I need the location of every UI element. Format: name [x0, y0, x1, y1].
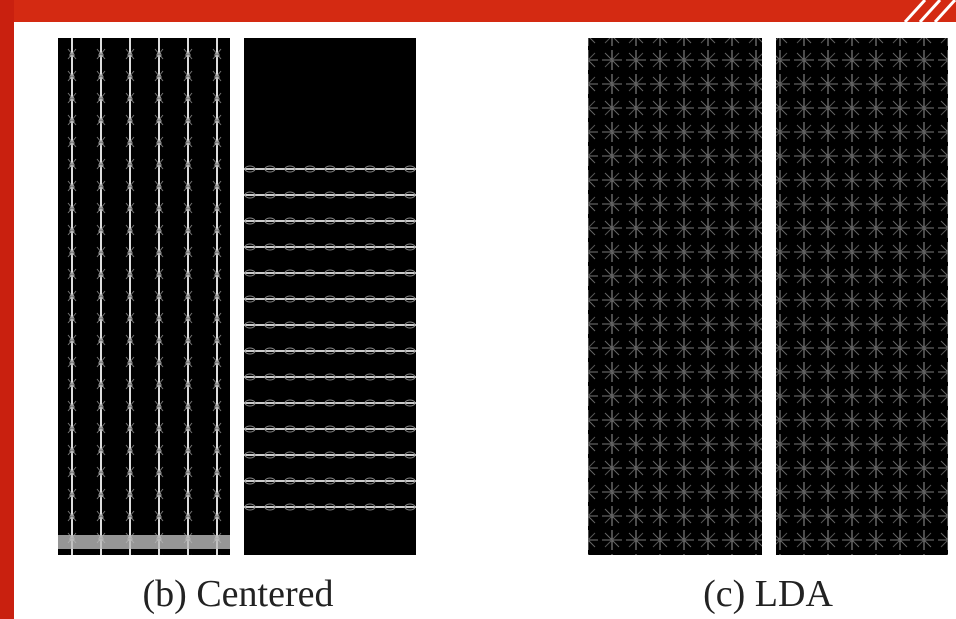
- page: (b) Centered (c) LDA (() => { const data…: [0, 0, 956, 619]
- hog-lda-negative: [776, 38, 948, 555]
- caption: (c) LDA: [588, 572, 948, 616]
- hog-bottom-band: [58, 535, 230, 549]
- hog-lda-positive: [588, 38, 762, 555]
- left-bar: [0, 0, 14, 619]
- hog-centered-negative: [244, 155, 416, 515]
- hog-images: [58, 38, 948, 555]
- slide: [0, 0, 956, 619]
- top-bar: [0, 0, 956, 22]
- hog-centered-positive: [58, 38, 230, 555]
- caption: (b) Centered: [58, 572, 418, 616]
